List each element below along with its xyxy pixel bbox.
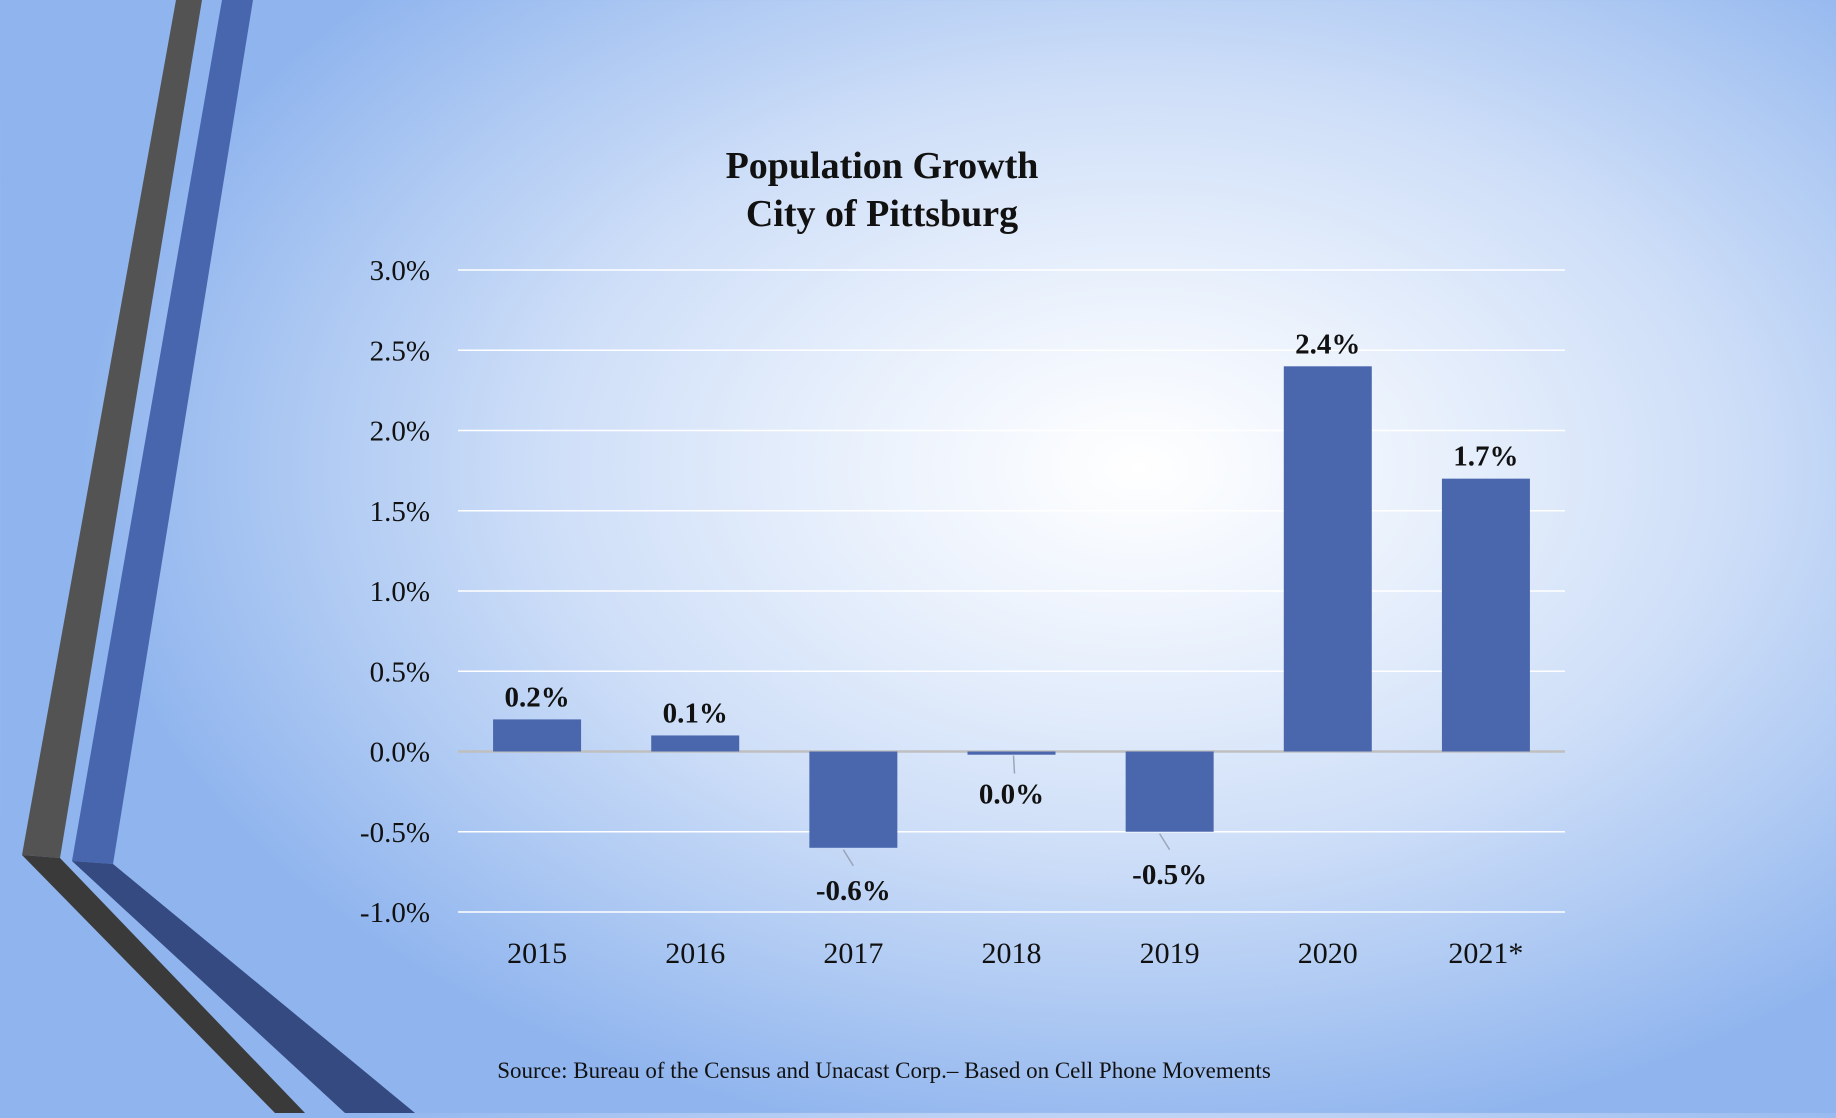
- y-tick-label: 2.5%: [370, 335, 430, 367]
- leader-line: [1012, 755, 1016, 774]
- bar: [1125, 751, 1214, 832]
- bar: [1441, 478, 1530, 752]
- y-tick-label: 2.0%: [370, 416, 430, 448]
- bar: [967, 751, 1056, 755]
- bar: [493, 719, 582, 752]
- x-tick-label: 2018: [982, 937, 1042, 970]
- source-note: Source: Bureau of the Census and Unacast…: [497, 1058, 1271, 1083]
- chart-title-line: Population Growth: [726, 145, 1039, 187]
- data-label: 0.0%: [979, 779, 1044, 811]
- y-tick-label: 0.5%: [370, 656, 430, 688]
- bar: [651, 735, 740, 752]
- decorative-stripes: [22, 0, 415, 1113]
- y-tick-label: 3.0%: [370, 255, 430, 287]
- blue-stripe-upper: [72, 0, 253, 864]
- dark-stripe-upper: [22, 0, 202, 858]
- x-tick-label: 2020: [1298, 937, 1358, 970]
- chart-title-line: City of Pittsburg: [746, 193, 1018, 235]
- dark-stripe-lower: [22, 855, 305, 1113]
- gridlines: [458, 269, 1565, 913]
- data-label: 0.2%: [504, 681, 569, 713]
- data-label: -0.5%: [1132, 859, 1207, 891]
- chart-title: Population Growth City of Pittsburg: [726, 145, 1039, 235]
- y-axis-tick-labels: 3.0% 2.5% 2.0% 1.5% 1.0% 0.5% 0.0% -0.5% -1.0%: [360, 255, 430, 929]
- data-label: 1.7%: [1453, 441, 1518, 473]
- y-tick-label: 1.0%: [370, 576, 430, 608]
- y-tick-label: -1.0%: [360, 897, 430, 929]
- x-tick-label: 2021*: [1448, 937, 1523, 970]
- leader-line: [1159, 833, 1171, 851]
- leader-lines: [842, 755, 1171, 867]
- y-tick-label: 0.0%: [370, 737, 430, 769]
- data-label: 0.1%: [663, 697, 728, 729]
- y-tick-label: -0.5%: [360, 817, 430, 849]
- x-tick-label: 2017: [823, 937, 883, 970]
- data-labels: 0.2% 0.1% -0.6% 0.0% -0.5% 2.4% 1.7%: [504, 328, 1518, 907]
- data-label: 2.4%: [1295, 328, 1360, 360]
- x-tick-label: 2016: [665, 937, 725, 970]
- leader-line: [842, 849, 854, 867]
- x-tick-label: 2015: [507, 937, 567, 970]
- y-tick-label: 1.5%: [370, 496, 430, 528]
- bar: [809, 751, 898, 848]
- x-axis-tick-labels: 2015 2016 2017 2018 2019 2020 2021*: [507, 937, 1523, 970]
- data-label: -0.6%: [816, 875, 891, 907]
- x-tick-label: 2019: [1140, 937, 1200, 970]
- blue-stripe-lower: [72, 861, 415, 1113]
- bar: [1283, 366, 1372, 752]
- bars: [493, 366, 1530, 848]
